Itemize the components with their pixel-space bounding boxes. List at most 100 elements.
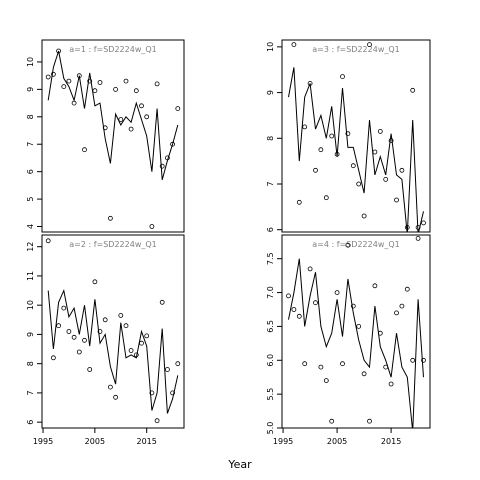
panel-2-observed-point	[345, 131, 351, 137]
panel-4-y-tick-label: 7.5	[266, 252, 275, 265]
panel-1-observed-point	[133, 88, 139, 94]
panel-4-x-tick-label: 1995	[273, 437, 293, 446]
panel-3-y-tick-label: 10	[26, 300, 35, 310]
panel-3-observed-point	[97, 329, 103, 334]
panel-1-observed-point	[144, 114, 150, 120]
panel-1-observed-point	[87, 78, 93, 84]
x-axis-label: Year	[227, 458, 252, 471]
panel-1-y-tick-label: 7	[26, 142, 35, 147]
panel-3-observed-point	[123, 323, 129, 329]
panel-2-observed-point	[340, 74, 345, 79]
panel-4-strip-label: a=4 : f=SD2224w_Q1	[312, 240, 400, 249]
panel-4-observed-point	[367, 418, 372, 424]
panel-4-observed-point	[410, 357, 416, 363]
panel-2-observed-point	[287, 40, 290, 41]
panel-2-observed-point	[383, 176, 389, 182]
panel-3-frame	[41, 234, 185, 429]
panel-3-observed-point	[133, 352, 139, 358]
panel-2-observed-point	[404, 224, 410, 230]
panel-4-observed-point	[377, 330, 383, 336]
panel-3-observed-point	[149, 390, 155, 396]
panel-4-observed-point	[323, 378, 329, 384]
panel-2-frame	[281, 39, 431, 233]
panel-2-strip-label: a=3 : f=SD2224w_Q1	[312, 45, 400, 54]
panel-3-observed-point	[56, 323, 61, 329]
panel-3-observed-point	[87, 367, 93, 372]
panel-1-observed-point	[108, 215, 113, 221]
panel-3-strip-label: a=2 : f=SD2224w_Q1	[69, 240, 157, 249]
panel-4-observed-point	[345, 242, 351, 248]
panel-3-observed-point	[118, 312, 124, 318]
panel-3-observed-point	[102, 317, 108, 323]
panel-1-observed-point	[97, 80, 103, 85]
panel-4-observed-point	[313, 300, 318, 306]
panel-3-y-tick-label: 8	[26, 361, 35, 366]
panel-2-observed-point	[410, 87, 416, 93]
panel-3-observed-point	[154, 418, 160, 424]
panel-4-observed-point	[350, 303, 356, 309]
panel-3-observed-point	[113, 394, 118, 400]
panel-4-x-tick-label: 2015	[381, 437, 401, 446]
panel-3-observed-point	[66, 329, 72, 334]
panel-4-y-tick-label: 6.5	[266, 320, 275, 333]
panel-3-x-tick-label: 2015	[137, 437, 157, 446]
panel-4-observed-point	[318, 364, 324, 370]
panel-4-observed-point	[296, 313, 302, 319]
panel-1-observed-point	[159, 163, 165, 169]
panel-1-observed-point	[128, 126, 134, 132]
panel-1-observed-point	[139, 103, 144, 109]
panel-4-observed-point	[383, 364, 389, 370]
panel-3-observed-point	[92, 279, 98, 285]
panel-2-observed-point	[372, 149, 378, 155]
panel-2-observed-point	[361, 213, 367, 219]
panel-1-y-tick-label: 4	[26, 224, 35, 229]
panel-2-observed-point	[291, 42, 297, 47]
panel-3-fitted-line	[47, 288, 179, 414]
panel-4-observed-point	[388, 381, 394, 387]
panel-1-y-tick-label: 5	[26, 197, 35, 202]
panel-4-observed-point	[302, 361, 308, 367]
panel-1-observed-point	[123, 78, 129, 84]
panel-3-observed-point	[108, 384, 113, 390]
panel-2-observed-point	[334, 151, 340, 157]
panel-3-y-tick-label: 6	[26, 420, 35, 425]
panel-1-observed-point	[170, 141, 176, 147]
panel-2-observed-point	[329, 133, 335, 139]
panel-1-y-tick-label: 10	[26, 57, 35, 67]
panel-2-fitted-line	[288, 67, 424, 232]
panel-1-observed-point	[149, 224, 155, 229]
panel-3-observed-point	[144, 333, 150, 339]
panel-2-observed-point	[377, 128, 383, 134]
panel-4-observed-point	[356, 323, 362, 329]
panel-1-observed-point	[164, 155, 170, 161]
panel-2-observed-point	[296, 199, 302, 205]
panel-3-observed-point	[71, 334, 77, 340]
panel-2-observed-point	[394, 197, 399, 203]
panel-4-observed-point	[372, 283, 378, 289]
panel-2-observed-point	[367, 42, 372, 47]
panel-4-observed-point	[421, 357, 426, 363]
panel-3-observed-point	[51, 355, 56, 361]
panel-4-observed-point	[404, 286, 410, 292]
panel-3-observed-point	[82, 337, 87, 343]
panel-2-observed-point	[421, 220, 426, 226]
panel-1-observed-point	[71, 100, 77, 106]
panel-3-observed-point	[164, 367, 170, 372]
panel-1-observed-point	[82, 147, 87, 153]
panel-1-observed-point	[154, 81, 160, 87]
panel-4-observed-point	[399, 303, 405, 309]
panel-4-y-tick-label: 5.0	[266, 422, 275, 435]
panel-1-observed-point	[92, 88, 98, 94]
panel-1-y-tick-label: 8	[26, 114, 35, 119]
panel-3-y-tick-label: 7	[26, 390, 35, 395]
panel-4-fitted-line	[288, 258, 424, 428]
panel-1-fitted-line	[47, 50, 179, 181]
panel-4-observed-point	[415, 235, 421, 241]
panel-4-y-tick-label: 5.5	[266, 388, 275, 401]
panel-4-y-tick-label: 7.0	[266, 286, 275, 299]
panel-4-observed-point	[307, 266, 313, 272]
panel-1-observed-point	[45, 74, 51, 80]
panel-1-y-tick-label: 6	[26, 169, 35, 174]
panel-1-observed-point	[56, 48, 61, 54]
